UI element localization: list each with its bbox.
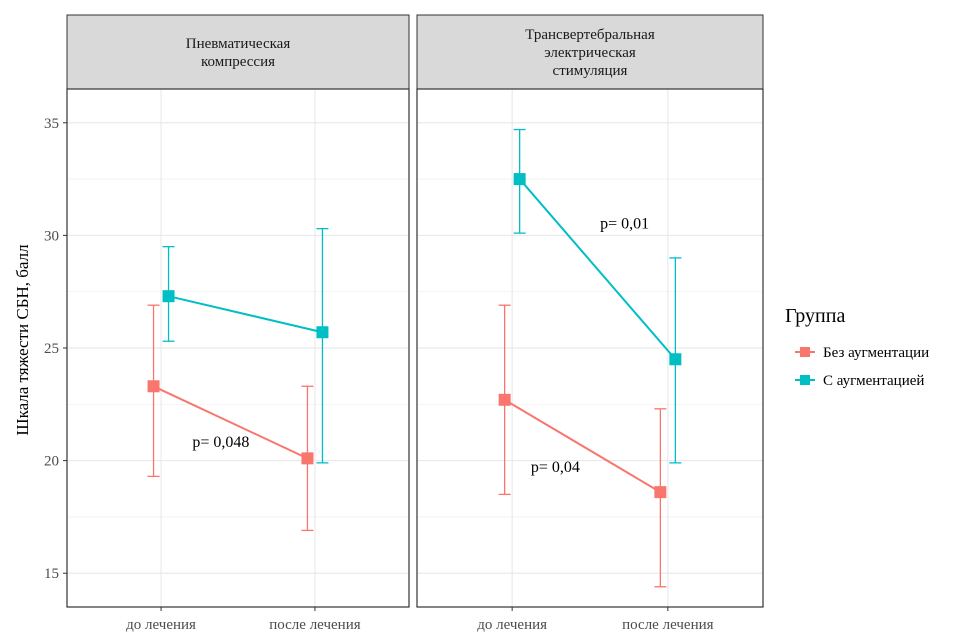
data-point <box>498 393 511 406</box>
series-bez-augmentatsii <box>147 304 314 532</box>
p-value-annotation: p= 0,01 <box>600 216 649 233</box>
facet-strip-label: Трансвертебральная <box>525 27 655 43</box>
x-tick-label: после лечения <box>622 617 713 633</box>
series-bez-augmentatsii <box>498 304 667 588</box>
x-tick-label: после лечения <box>269 617 360 633</box>
data-point <box>669 353 682 366</box>
y-tick-label: 30 <box>44 228 59 244</box>
series-line <box>153 385 308 460</box>
legend-entry: С аугментацией <box>795 373 924 389</box>
series-line <box>504 398 661 493</box>
series-s-augmentatsiey <box>162 227 329 464</box>
legend-label: С аугментацией <box>823 373 924 389</box>
data-point <box>513 173 526 186</box>
data-point <box>147 380 160 393</box>
x-tick-label: до лечения <box>126 617 196 633</box>
y-tick-label: 25 <box>44 341 59 357</box>
y-tick-label: 20 <box>44 454 59 470</box>
legend-label: Без аугментации <box>823 345 929 361</box>
facet-strip-label: компрессия <box>201 54 275 70</box>
panels: Пневматическая компрессия p= 0,048 до лечен… <box>44 14 764 633</box>
data-point <box>301 452 314 465</box>
facet-strip-label: стимуляция <box>553 63 628 79</box>
facet-strip-label: Пневматическая <box>186 36 291 52</box>
legend-key-marker <box>800 375 810 385</box>
legend-entry: Без аугментации <box>795 345 929 361</box>
x-tick-label: до лечения <box>477 617 547 633</box>
y-axis-title: Шкала тяжести СБН, балл <box>13 244 32 436</box>
legend: Группа Без аугментации С аугментацией <box>785 305 929 389</box>
facet-strip-label: электрическая <box>544 45 636 61</box>
y-tick-label: 15 <box>44 566 59 582</box>
panel-border <box>416 88 764 608</box>
p-value-annotation: p= 0,048 <box>192 434 249 451</box>
y-tick-label: 35 <box>44 116 59 132</box>
facet-strip <box>66 14 410 90</box>
series-line <box>168 295 323 334</box>
data-point <box>162 290 175 303</box>
legend-key-marker <box>800 347 810 357</box>
data-point <box>316 326 329 339</box>
legend-title: Группа <box>785 305 845 327</box>
p-value-annotation: p= 0,04 <box>531 459 580 476</box>
panel-1: Пневматическая компрессия p= 0,048 до лечен… <box>44 14 410 633</box>
series-line <box>518 178 677 360</box>
data-point <box>654 486 667 499</box>
facet-strip <box>416 14 764 90</box>
panel-2: Трансвертебральная электрическая стимуляци… <box>416 14 764 633</box>
series-s-augmentatsiey <box>513 128 682 464</box>
